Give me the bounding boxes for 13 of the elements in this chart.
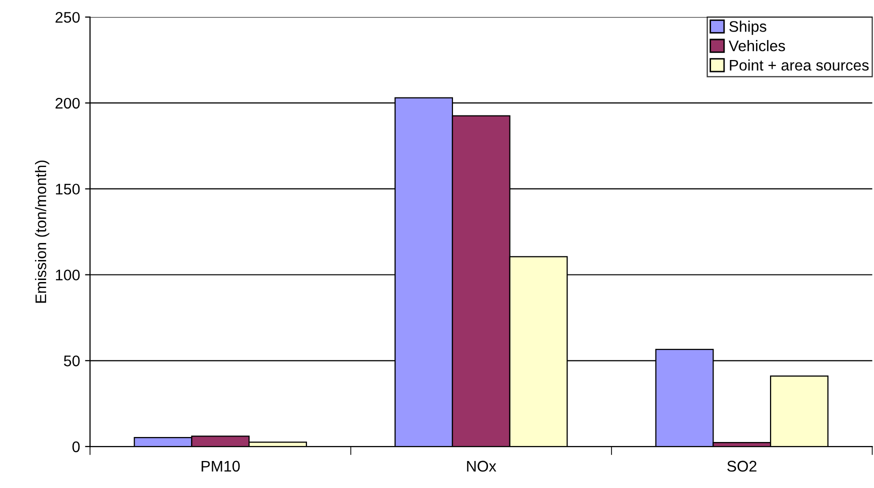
legend-label: Point + area sources — [730, 59, 869, 71]
y-axis-title: Emission (ton/month) — [35, 160, 50, 303]
y-tick-label: 0 — [72, 441, 80, 452]
y-tick-label: 200 — [56, 98, 80, 109]
x-tick-label: SO2 — [727, 460, 756, 472]
y-tick-label: 50 — [64, 356, 80, 366]
x-tick-label: PM10 — [202, 460, 240, 472]
y-tick-label: 100 — [56, 270, 80, 280]
y-tick-label: 250 — [56, 12, 80, 23]
legend-label: Vehicles — [728, 40, 786, 52]
legend-label: Ships — [729, 20, 766, 35]
y-tick-label: 150 — [56, 184, 80, 195]
x-tick-label: NOx — [467, 460, 496, 472]
